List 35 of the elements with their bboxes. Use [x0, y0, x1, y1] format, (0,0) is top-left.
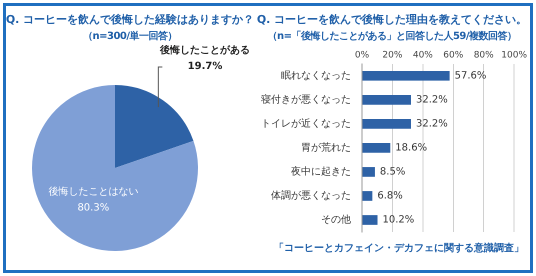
data-label: 10.2% — [382, 214, 414, 226]
y-tick-label: 体調が悪くなった — [271, 190, 351, 202]
y-tick-label: 眠れなくなった — [281, 70, 351, 82]
x-tick-label: 0% — [354, 50, 370, 61]
data-label: 57.6% — [454, 70, 486, 82]
x-tick-label: 60% — [443, 50, 464, 61]
x-tick-label: 20% — [382, 50, 403, 61]
chart-title: Q. コーヒーを飲んで後悔した理由を教えてください。 — [256, 12, 528, 27]
data-label: 18.6% — [395, 142, 428, 154]
bar — [362, 167, 375, 177]
data-label: 6.8% — [377, 190, 403, 202]
chart-subtitle: （n=「後悔したことがある」と回答した人59/複数回答） — [267, 30, 517, 43]
data-label: 32.2% — [416, 118, 448, 130]
y-tick-label: その他 — [321, 214, 351, 226]
y-tick-label: 寝付きが悪くなった — [261, 93, 351, 106]
x-tick-label: 100% — [501, 50, 528, 61]
y-tick-label: 夜中に起きた — [291, 166, 351, 178]
slice-label: 後悔したことはない — [48, 185, 138, 198]
y-tick-label: トイレが近くなった — [261, 117, 351, 130]
chart-title: Q. コーヒーを飲んで後悔した経験はありますか？ — [6, 12, 254, 27]
bar — [362, 119, 411, 129]
bar — [362, 94, 411, 105]
data-label: 8.5% — [380, 166, 406, 178]
bar — [362, 70, 450, 81]
text: 「コーヒーとカフェイン・デカフェに関する意識調査」 — [274, 241, 524, 255]
y-tick-label: 胃が荒れた — [301, 141, 351, 154]
data-label: 32.2% — [416, 94, 448, 106]
data-label: 19.7% — [188, 61, 222, 72]
chart-subtitle: （n=300/単一回答） — [82, 30, 178, 43]
data-label: 80.3% — [77, 202, 110, 214]
bar — [362, 215, 378, 225]
x-tick-label: 40% — [412, 50, 434, 61]
bar — [362, 191, 372, 201]
x-tick-label: 80% — [474, 50, 494, 61]
bar — [362, 143, 390, 153]
